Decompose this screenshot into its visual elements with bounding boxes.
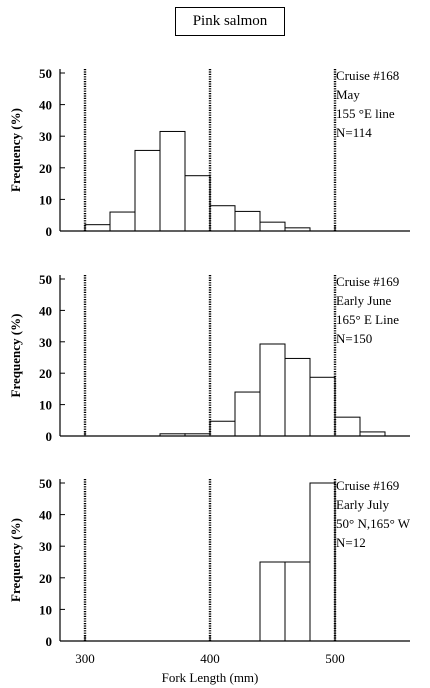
x-tick-label: 300 <box>75 651 95 666</box>
x-axis-label: Fork Length (mm) <box>162 670 259 685</box>
panel-annotation: Cruise #168 <box>336 68 399 83</box>
y-tick-label: 20 <box>39 161 52 176</box>
y-axis-label: Frequency (%) <box>8 314 23 398</box>
y-tick-label: 40 <box>39 508 52 523</box>
y-axis-label: Frequency (%) <box>8 518 23 602</box>
histogram-bar <box>309 376 336 437</box>
histogram-bar <box>259 221 286 232</box>
y-tick-label: 10 <box>39 192 52 207</box>
y-tick-label: 0 <box>46 429 53 444</box>
panel-annotation: N=114 <box>336 125 372 140</box>
histogram-bar <box>209 420 236 437</box>
histogram-bar <box>134 149 161 232</box>
histogram-bar <box>284 357 311 437</box>
x-tick-label: 400 <box>200 651 220 666</box>
panel-annotation: N=12 <box>336 535 366 550</box>
y-tick-label: 0 <box>46 634 53 649</box>
panel-annotation: 155 °E line <box>336 106 395 121</box>
histogram-bar <box>184 175 211 232</box>
y-tick-label: 20 <box>39 366 52 381</box>
histogram-bar <box>259 343 286 437</box>
histogram-bar <box>334 416 361 437</box>
panel-annotation: Early June <box>336 293 391 308</box>
y-tick-label: 50 <box>39 66 52 81</box>
histogram-bar <box>209 205 236 232</box>
panel-annotation: May <box>336 87 360 102</box>
y-tick-label: 10 <box>39 602 52 617</box>
histogram-bar <box>234 391 261 437</box>
histogram-bar <box>159 130 186 232</box>
histogram-bar <box>109 211 136 232</box>
y-tick-label: 30 <box>39 335 52 350</box>
panel-annotation: Cruise #169 <box>336 478 399 493</box>
panel-annotation: Cruise #169 <box>336 274 399 289</box>
y-tick-label: 30 <box>39 539 52 554</box>
y-tick-label: 30 <box>39 129 52 144</box>
y-tick-label: 40 <box>39 303 52 318</box>
y-tick-label: 10 <box>39 398 52 413</box>
histogram-bar <box>309 482 336 642</box>
panel-annotation: Early July <box>336 497 390 512</box>
x-tick-label: 500 <box>325 651 345 666</box>
chart-title-box: Pink salmon <box>175 7 285 36</box>
histogram-bar <box>359 431 386 437</box>
histogram-bar <box>84 224 111 232</box>
y-tick-label: 50 <box>39 272 52 287</box>
histogram-bar <box>259 561 286 642</box>
panel-annotation: 50° N,165° W <box>336 516 411 531</box>
panel-annotation: N=150 <box>336 331 372 346</box>
y-tick-label: 40 <box>39 98 52 113</box>
histogram-bar <box>234 210 261 232</box>
panel-annotation: 165° E Line <box>336 312 399 327</box>
y-axis-label: Frequency (%) <box>8 108 23 192</box>
chart-title: Pink salmon <box>192 13 268 29</box>
histogram-bar <box>284 561 311 642</box>
y-tick-label: 0 <box>46 224 53 239</box>
y-tick-label: 50 <box>39 476 52 491</box>
y-tick-label: 20 <box>39 571 52 586</box>
